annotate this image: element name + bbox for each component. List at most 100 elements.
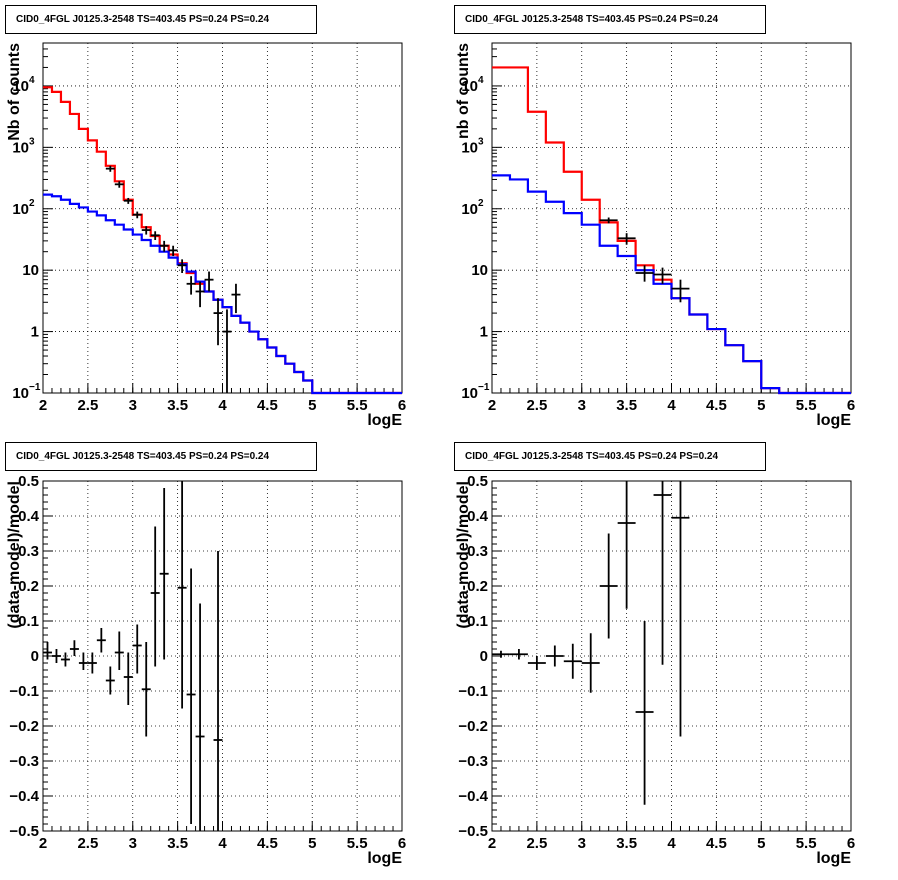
residual-point: [150, 526, 160, 667]
y-tick-exponent: −1: [29, 382, 41, 393]
y-tick-exponent: −1: [478, 382, 490, 393]
y-axis-title: nb of counts: [455, 43, 472, 139]
x-tick-label: 2: [488, 835, 496, 852]
residual-point: [581, 633, 600, 693]
data-point: [204, 271, 214, 292]
y-axis-title: Nb of counts: [6, 43, 23, 141]
data-point: [123, 197, 133, 204]
red-histogram: [492, 66, 851, 395]
y-tick-label: 10: [461, 78, 478, 95]
x-tick-label: 4: [667, 835, 676, 852]
y-tick-label: −0.4: [9, 788, 39, 805]
residual-point: [159, 488, 169, 660]
data-point: [617, 233, 636, 245]
plot-title-3: CID0_4FGL J0125.3-2548 TS=403.45 PS=0.24…: [5, 442, 317, 471]
y-tick-exponent: 4: [478, 75, 484, 86]
residual-point: [617, 481, 636, 609]
x-tick-label: 6: [847, 835, 855, 852]
residual-point: [132, 624, 142, 674]
x-tick-label: 5.5: [347, 397, 368, 414]
residual-point: [635, 621, 654, 805]
residual-point: [671, 481, 690, 737]
data-point: [150, 231, 160, 240]
x-tick-label: 4.5: [706, 397, 727, 414]
residual-point: [177, 481, 187, 709]
residual-point: [105, 666, 115, 695]
x-tick-label: 6: [398, 397, 406, 414]
y-tick-label: 10: [22, 262, 39, 279]
data-point: [141, 226, 151, 235]
data-point: [168, 245, 178, 257]
y-tick-label: 10: [461, 139, 478, 156]
residual-point: [492, 650, 510, 658]
residual-point: [123, 652, 133, 705]
y-tick-label: 0.3: [18, 543, 39, 560]
y-tick-label: −0.4: [458, 788, 488, 805]
residual-point: [96, 628, 106, 653]
x-tick-label: 2.5: [77, 397, 98, 414]
x-tick-label: 2: [488, 397, 496, 414]
blue-histogram: [43, 193, 402, 395]
residual-point: [509, 649, 528, 660]
x-axis-title: logE: [816, 412, 851, 429]
y-tick-label: −0.1: [458, 683, 488, 700]
x-tick-label: 5.5: [796, 835, 817, 852]
plot-4: 2 2.5 3 3.5 4 4.5 5 5.5 6 −0.5 −0.4 −0.3 −0.2 −0.1 0 0.…: [455, 473, 855, 867]
y-tick-label: 10: [12, 78, 29, 95]
residual-point: [213, 551, 223, 831]
y-axis-title: (data-model)/model: [6, 481, 23, 629]
x-tick-label: 2.5: [526, 397, 547, 414]
y-tick-label: 0: [31, 648, 39, 665]
y-tick-exponent: 3: [29, 136, 35, 147]
residual-point: [186, 568, 196, 824]
data-point: [671, 279, 690, 303]
residual-point: [141, 642, 151, 737]
x-tick-label: 3.5: [167, 397, 188, 414]
x-tick-label: 3: [578, 835, 586, 852]
x-tick-label: 3.5: [616, 397, 637, 414]
x-tick-label: 3.5: [616, 835, 637, 852]
y-tick-label: −0.3: [458, 753, 488, 770]
data-point: [599, 217, 618, 224]
x-tick-label: 4.5: [257, 835, 278, 852]
x-tick-label: 4: [667, 397, 676, 414]
plot-frame: [491, 480, 852, 832]
x-tick-label: 6: [847, 397, 855, 414]
plot-frame: [42, 42, 403, 394]
data-point: [132, 211, 142, 219]
y-tick-exponent: 3: [478, 136, 484, 147]
x-tick-label: 3.5: [167, 835, 188, 852]
y-tick-label: 0: [480, 648, 488, 665]
x-tick-label: 4: [218, 397, 227, 414]
x-tick-label: 2.5: [77, 835, 98, 852]
data-point: [159, 240, 169, 252]
x-tick-label: 4.5: [257, 397, 278, 414]
plot-frame: [42, 480, 403, 832]
x-tick-label: 5: [757, 835, 765, 852]
y-tick-label: 0.4: [467, 508, 489, 525]
y-tick-label: 0.5: [467, 473, 488, 490]
y-tick-label: −0.2: [458, 718, 488, 735]
data-point: [231, 283, 241, 314]
plot-title-4: CID0_4FGL J0125.3-2548 TS=403.45 PS=0.24…: [454, 442, 766, 471]
y-tick-label: 10: [461, 385, 478, 402]
y-tick-label: −0.1: [9, 683, 39, 700]
x-axis-title: logE: [816, 850, 851, 867]
y-axis-title: (data-model)/model: [455, 481, 472, 629]
y-tick-exponent: 2: [29, 198, 35, 209]
x-tick-label: 2: [39, 397, 47, 414]
blue-histogram: [492, 174, 851, 395]
residual-point: [43, 642, 52, 660]
residual-point: [51, 649, 61, 663]
x-tick-label: 4.5: [706, 835, 727, 852]
x-tick-label: 3: [129, 397, 137, 414]
y-tick-label: 0.3: [467, 543, 488, 560]
y-tick-label: 10: [471, 262, 488, 279]
data-point: [177, 259, 187, 273]
data-point: [222, 309, 232, 393]
y-tick-label: −0.5: [9, 823, 39, 840]
y-tick-label: 0.2: [18, 578, 39, 595]
x-tick-label: 4: [218, 835, 227, 852]
